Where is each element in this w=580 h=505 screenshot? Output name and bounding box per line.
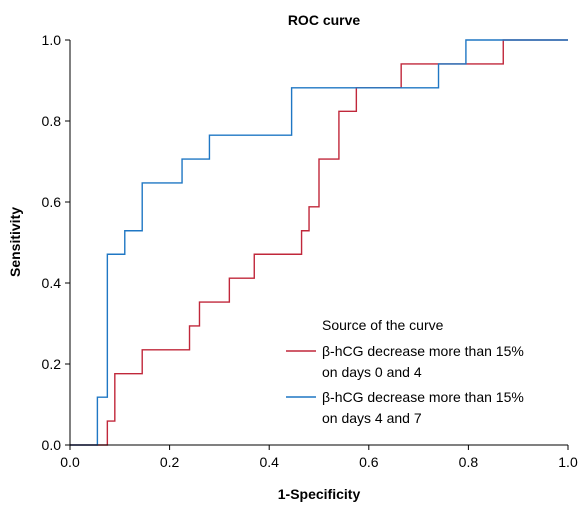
legend-title: Source of the curve bbox=[322, 317, 444, 333]
x-axis-ticks: 0.0 0.2 0.4 0.6 0.8 1.0 bbox=[60, 445, 578, 470]
legend-label-2-line-2: on days 4 and 7 bbox=[322, 410, 422, 426]
legend-label-1-line-2: on days 0 and 4 bbox=[322, 364, 422, 380]
x-tick-label: 0.2 bbox=[160, 454, 180, 470]
chart-title: ROC curve bbox=[288, 12, 361, 28]
y-tick-label: 0.6 bbox=[42, 194, 62, 210]
y-tick-label: 1.0 bbox=[42, 32, 62, 48]
x-tick-label: 1.0 bbox=[558, 454, 578, 470]
x-tick-label: 0.8 bbox=[459, 454, 479, 470]
y-tick-label: 0.2 bbox=[42, 356, 62, 372]
legend: Source of the curve β-hCG decrease more … bbox=[286, 317, 524, 426]
series-layer bbox=[70, 39, 568, 446]
y-tick-label: 0.4 bbox=[42, 275, 62, 291]
legend-label-2-line-1: β-hCG decrease more than 15% bbox=[322, 389, 524, 405]
series-line-1 bbox=[70, 39, 568, 446]
y-tick-label: 0.8 bbox=[42, 113, 62, 129]
x-axis-title: 1-Specificity bbox=[278, 486, 361, 502]
x-tick-label: 0.4 bbox=[259, 454, 279, 470]
x-tick-label: 0.0 bbox=[60, 454, 80, 470]
legend-items: β-hCG decrease more than 15% on days 0 an… bbox=[286, 343, 524, 426]
y-axis-ticks: 0.0 0.2 0.4 0.6 0.8 1.0 bbox=[42, 32, 70, 453]
x-tick-label: 0.6 bbox=[359, 454, 379, 470]
y-tick-label: 0.0 bbox=[42, 437, 62, 453]
y-axis-title: Sensitivity bbox=[7, 207, 23, 277]
legend-label-1-line-1: β-hCG decrease more than 15% bbox=[322, 343, 524, 359]
series-line-2 bbox=[70, 39, 568, 446]
